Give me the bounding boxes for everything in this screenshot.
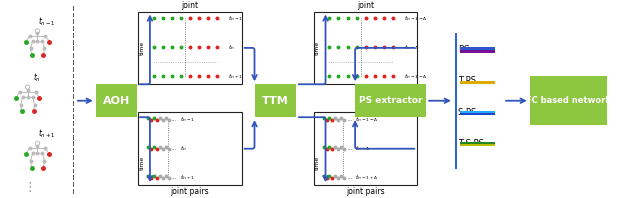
Text: joint pairs: joint pairs bbox=[170, 187, 209, 196]
Bar bbox=[254, 84, 296, 117]
Text: $t_{n-1}$: $t_{n-1}$ bbox=[180, 115, 195, 124]
Bar bbox=[314, 112, 417, 185]
Text: time: time bbox=[140, 41, 144, 55]
Text: TTM: TTM bbox=[262, 96, 288, 106]
Bar bbox=[314, 11, 417, 84]
Bar bbox=[459, 47, 495, 50]
Text: $t_{n}$: $t_{n}$ bbox=[180, 144, 187, 153]
Text: joint: joint bbox=[357, 1, 374, 10]
Text: $t_{n+1}$: $t_{n+1}$ bbox=[38, 128, 56, 140]
Text: $t_{n+1}$: $t_{n+1}$ bbox=[228, 72, 243, 81]
Text: ...: ... bbox=[347, 146, 353, 151]
Text: time: time bbox=[315, 156, 320, 170]
Bar bbox=[459, 50, 495, 53]
Text: $t_{n-1}$: $t_{n-1}$ bbox=[228, 14, 243, 23]
Text: $t_{n-1+\Delta}$: $t_{n-1+\Delta}$ bbox=[355, 173, 379, 182]
Bar bbox=[138, 112, 242, 185]
Bar bbox=[529, 76, 606, 125]
Text: time: time bbox=[315, 41, 320, 55]
Text: $t_{n+1}$: $t_{n+1}$ bbox=[180, 173, 195, 182]
Bar bbox=[459, 81, 495, 84]
Bar bbox=[355, 84, 426, 117]
Text: $t_{n}$: $t_{n}$ bbox=[33, 72, 42, 84]
Text: ⋮: ⋮ bbox=[24, 181, 36, 193]
Text: $t_{n-1}$: $t_{n-1}$ bbox=[38, 15, 56, 28]
Text: ...: ... bbox=[172, 117, 177, 122]
Bar bbox=[138, 11, 242, 84]
Text: T PS: T PS bbox=[458, 76, 476, 86]
Text: $t_{n}$: $t_{n}$ bbox=[228, 43, 235, 52]
Text: $t_{n+\Delta}$: $t_{n+\Delta}$ bbox=[355, 144, 371, 153]
Text: FC based network: FC based network bbox=[526, 96, 611, 105]
Text: $t_{n-1-\Delta}$: $t_{n-1-\Delta}$ bbox=[404, 72, 427, 81]
Text: time: time bbox=[140, 156, 144, 170]
Bar bbox=[459, 142, 495, 144]
Text: T S PS: T S PS bbox=[458, 139, 484, 148]
Text: joint pairs: joint pairs bbox=[346, 187, 385, 196]
Text: PS extractor: PS extractor bbox=[359, 96, 422, 105]
Text: AOH: AOH bbox=[103, 96, 130, 106]
Text: ...: ... bbox=[347, 117, 353, 122]
Text: $t_{n-1-\Delta}$: $t_{n-1-\Delta}$ bbox=[404, 14, 427, 23]
Text: RC: RC bbox=[458, 46, 469, 54]
Text: joint: joint bbox=[181, 1, 198, 10]
Text: $t_{n-1-\Delta}$: $t_{n-1-\Delta}$ bbox=[355, 115, 379, 124]
Text: ...: ... bbox=[172, 175, 177, 180]
Bar bbox=[459, 113, 495, 115]
Bar bbox=[459, 144, 495, 146]
Text: S PS: S PS bbox=[458, 108, 476, 116]
Bar bbox=[95, 84, 137, 117]
Text: ...: ... bbox=[347, 175, 353, 180]
Text: $t_{n-\Delta}$: $t_{n-\Delta}$ bbox=[404, 43, 419, 52]
Text: ...: ... bbox=[172, 146, 177, 151]
Bar bbox=[459, 111, 495, 113]
